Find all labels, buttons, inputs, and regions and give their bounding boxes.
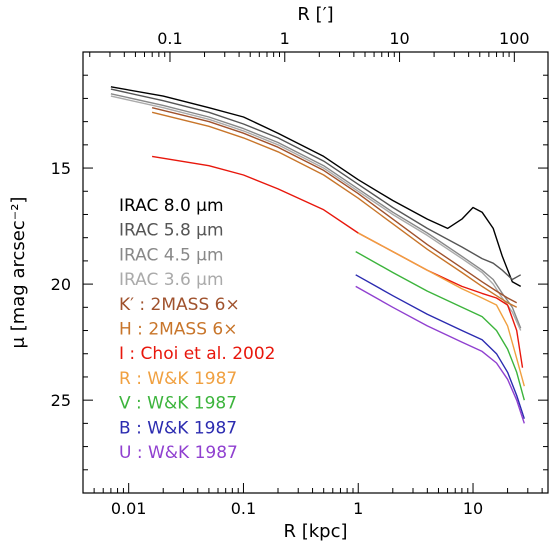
- x-tick-label: 10: [463, 499, 483, 518]
- legend-entry: K′ : 2MASS 6×: [119, 295, 240, 315]
- x-tick-label: 0.01: [111, 499, 147, 518]
- axis-labels: R [kpc] R [′] μ [mag arcsec⁻²]: [8, 4, 348, 542]
- top-tick-label: 1: [280, 29, 290, 48]
- top-axis-label: R [′]: [297, 4, 333, 25]
- series-line-5: [151, 111, 518, 308]
- series-line-2: [110, 93, 522, 329]
- series-line-4: [151, 107, 518, 304]
- legend-entry: B : W&K 1987: [119, 418, 237, 438]
- top-tick-label: 0.1: [157, 29, 182, 48]
- legend-entry: U : W&K 1987: [119, 443, 238, 463]
- top-tick-label: 10: [389, 29, 409, 48]
- series-lines: [110, 86, 525, 424]
- legend: IRAC 8.0 μm IRAC 5.8 μm IRAC 4.5 μm IRAC 3.…: [119, 196, 275, 463]
- series-line-9: [355, 274, 525, 419]
- series-line-10: [355, 285, 525, 424]
- plot-frame-rect: [82, 51, 549, 494]
- y-axis-label: μ [mag arcsec⁻²]: [8, 197, 29, 349]
- x-axis-label: R [kpc]: [283, 521, 347, 542]
- legend-entry: IRAC 8.0 μm: [119, 196, 224, 216]
- legend-entry: H : 2MASS 6×: [119, 320, 237, 340]
- legend-entry: I : Choi et al. 2002: [119, 344, 275, 364]
- series-line-8: [355, 250, 525, 401]
- y-tick-label: 20: [51, 275, 71, 294]
- legend-entry: V : W&K 1987: [119, 394, 237, 414]
- top-tick-label: 100: [499, 29, 530, 48]
- series-line-1: [110, 88, 522, 281]
- legend-entry: IRAC 5.8 μm: [119, 221, 224, 241]
- y-tick-label: 15: [51, 159, 71, 178]
- series-line-0: [110, 86, 522, 288]
- plot-frame: 0.01 0.1 1 10 0.1 1 10 100 15 20 25: [51, 29, 549, 518]
- legend-entry: IRAC 4.5 μm: [119, 245, 224, 265]
- legend-entry: R : W&K 1987: [119, 369, 237, 389]
- x-tick-label: 1: [353, 499, 363, 518]
- y-tick-label: 25: [51, 391, 71, 410]
- x-tick-label: 0.1: [231, 499, 256, 518]
- legend-entry: IRAC 3.6 μm: [119, 270, 224, 290]
- series-line-7: [357, 232, 525, 387]
